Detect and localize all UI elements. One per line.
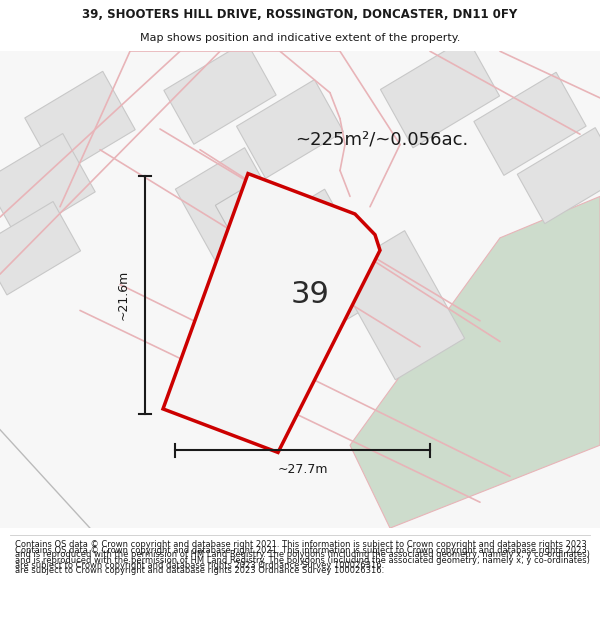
Text: Map shows position and indicative extent of the property.: Map shows position and indicative extent…	[140, 33, 460, 44]
Polygon shape	[236, 79, 343, 178]
Text: Contains OS data © Crown copyright and database right 2021. This information is : Contains OS data © Crown copyright and d…	[15, 540, 590, 569]
Text: Contains OS data © Crown copyright and database right 2021. This information is : Contains OS data © Crown copyright and d…	[15, 546, 590, 576]
Polygon shape	[25, 71, 135, 176]
Polygon shape	[0, 51, 600, 528]
Polygon shape	[380, 38, 500, 148]
Polygon shape	[256, 189, 385, 338]
Polygon shape	[474, 72, 586, 176]
Text: ~225m²/~0.056ac.: ~225m²/~0.056ac.	[295, 131, 468, 148]
Text: ~27.7m: ~27.7m	[277, 462, 328, 476]
Polygon shape	[335, 231, 464, 380]
Polygon shape	[164, 41, 276, 144]
Polygon shape	[175, 148, 305, 297]
Polygon shape	[517, 127, 600, 224]
Text: 39: 39	[290, 279, 329, 309]
Polygon shape	[0, 201, 80, 295]
Polygon shape	[215, 188, 275, 258]
Polygon shape	[163, 174, 380, 452]
Polygon shape	[290, 227, 350, 299]
Text: 39, SHOOTERS HILL DRIVE, ROSSINGTON, DONCASTER, DN11 0FY: 39, SHOOTERS HILL DRIVE, ROSSINGTON, DON…	[82, 8, 518, 21]
Polygon shape	[350, 196, 600, 528]
Polygon shape	[0, 134, 95, 239]
Text: ~21.6m: ~21.6m	[116, 270, 130, 320]
